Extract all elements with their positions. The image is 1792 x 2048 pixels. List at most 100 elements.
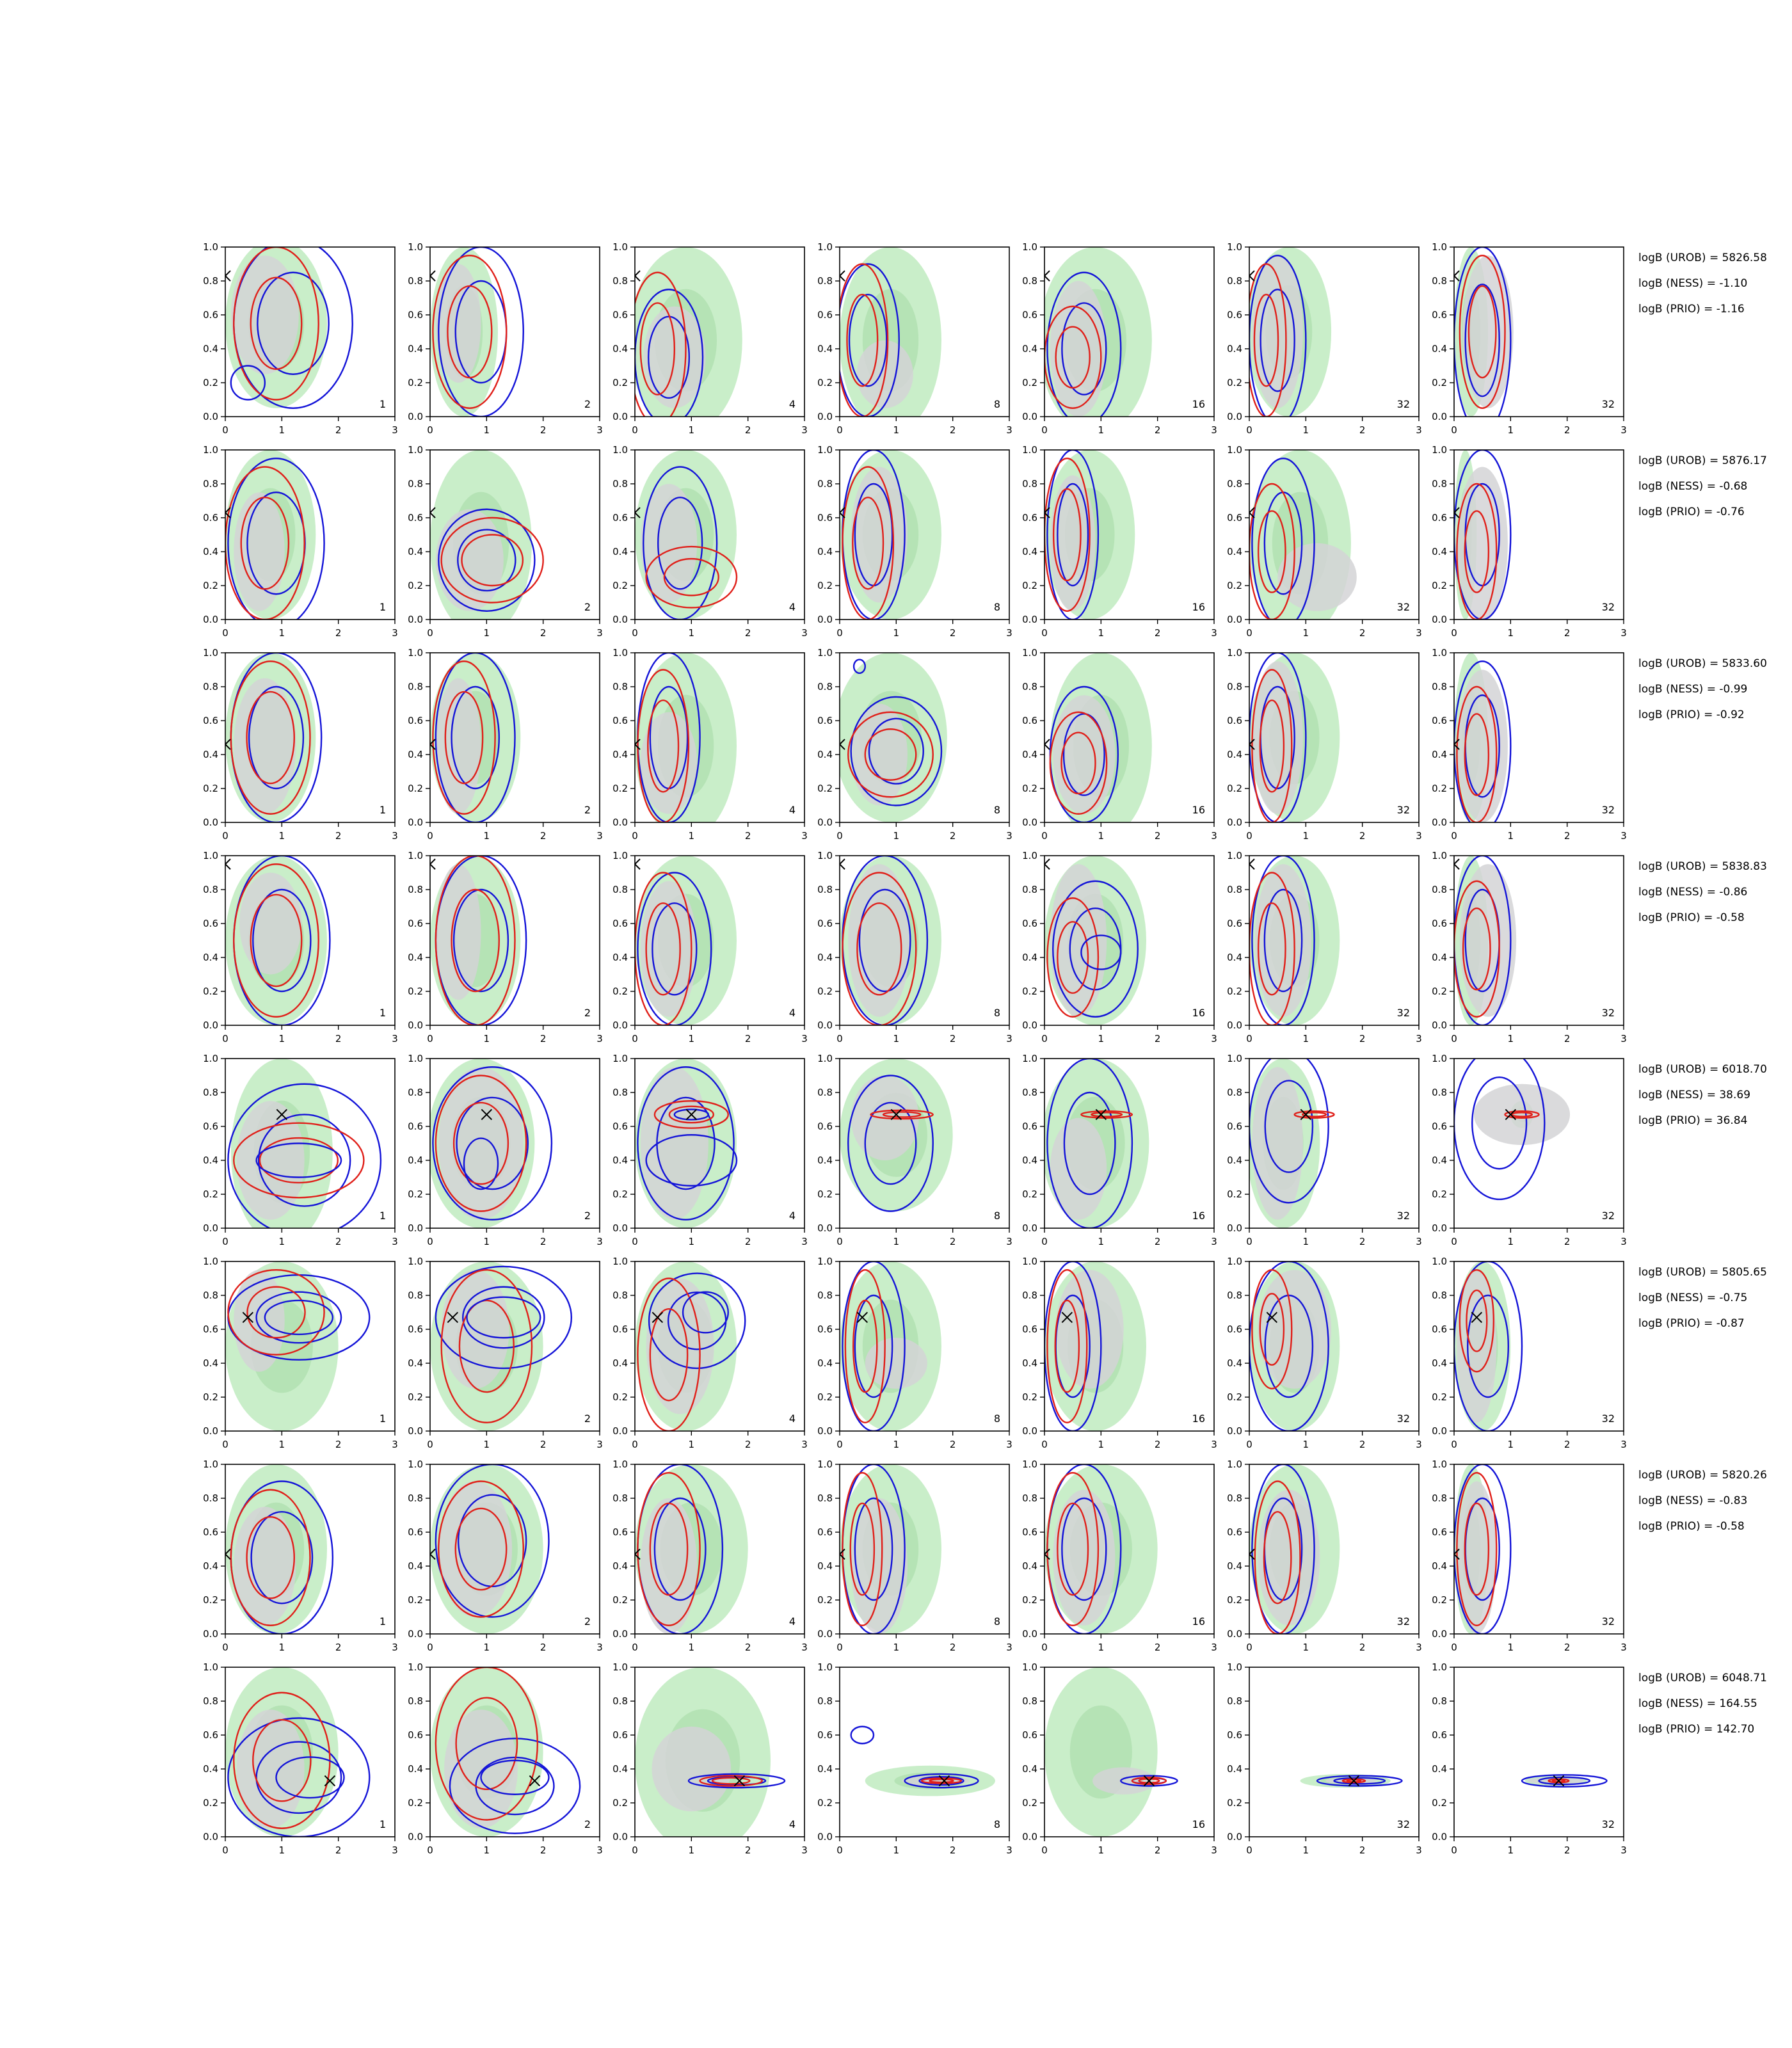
true-value-marker: [1471, 1311, 1483, 1324]
logb-stats: logB (UROB) = 5826.58 logB (NESS) = -1.10…: [1638, 252, 1767, 316]
axes-frame: [1249, 855, 1420, 1026]
red-contour-inner: [663, 557, 719, 596]
true-value-marker: [856, 1311, 868, 1324]
y-tick-label: 0.0: [817, 1831, 833, 1843]
y-tick-label: 0.4: [203, 1763, 218, 1775]
x-tick-label: 3: [1416, 1844, 1422, 1856]
contour-area: [635, 1059, 738, 1228]
x-tick-label: 2: [335, 1236, 342, 1247]
y-tick-label: 1.0: [1022, 1459, 1037, 1470]
x-tick-label: 2: [1155, 1439, 1161, 1450]
y-tick-label: 0.8: [203, 1695, 218, 1707]
subplot: 0 1 2 3 0.0 0.2 0.4 0.6 0.8 1.0 8: [817, 241, 1012, 436]
y-tick-label: 0.8: [1022, 478, 1037, 490]
red-contour-outer: [1254, 1480, 1301, 1634]
y-tick-label: 0.6: [817, 715, 833, 726]
y-tick-label: 0.8: [1227, 1087, 1242, 1098]
true-value-marker: [529, 1775, 541, 1787]
y-tick-label: 0.4: [1022, 546, 1037, 557]
y-tick-label: 0.8: [1227, 1290, 1242, 1301]
x-tick-label: 0: [1451, 1844, 1457, 1856]
true-value-marker: [225, 858, 231, 870]
axes-frame: [1044, 1058, 1215, 1229]
y-tick-label: 0.0: [817, 614, 833, 625]
panel-row: 0 1 2 30.00.20.40.60.81.010 1 2 30.00.20.40.60…: [203, 850, 1767, 1044]
column-label: 8: [994, 1818, 1000, 1830]
y-tick-label: 0.4: [612, 749, 628, 760]
contour-area: [1044, 1261, 1146, 1431]
x-tick-label: 2: [1155, 1236, 1161, 1247]
grey-density-region: [444, 1709, 518, 1828]
x-tick-label: 0: [632, 1844, 638, 1856]
y-tick-label: 0.4: [408, 343, 423, 355]
x-tick-label: 2: [745, 830, 751, 842]
x-tick-label: 3: [1416, 424, 1422, 436]
x-tick-label: 0: [1041, 424, 1048, 436]
red-contour-inner: [1464, 713, 1490, 796]
x-tick-label: 1: [1303, 830, 1309, 842]
true-value-marker: [840, 739, 845, 750]
x-tick-label: 2: [950, 627, 956, 639]
y-tick-label: 0.2: [817, 1594, 833, 1606]
x-tick-label: 2: [1564, 1439, 1571, 1450]
logb-stat-line: logB (NESS) = 38.69: [1638, 1089, 1750, 1101]
y-tick-label: 1.0: [1432, 647, 1447, 659]
subplot: 0 1 2 3 0.0 0.2 0.4 0.6 0.8 1.0 32: [1432, 241, 1627, 436]
x-tick-label: 0: [1246, 1844, 1252, 1856]
blue-contour-outer: [1052, 880, 1139, 1018]
subplot: 0 1 2 3 0.0 0.2 0.4 0.6 0.8 1.0 32: [1227, 241, 1422, 436]
contour-area: [430, 856, 527, 1025]
x-tick-label: 1: [893, 1439, 900, 1450]
x-tick-label: 2: [1155, 627, 1161, 639]
y-tick-label: 0.6: [1432, 715, 1447, 726]
red-contour-inner: [1054, 1299, 1080, 1393]
x-tick-label: 0: [1451, 627, 1457, 639]
red-contour-outer: [432, 660, 496, 815]
grey-density-region: [1092, 1767, 1155, 1795]
axes-frame: [429, 1058, 600, 1229]
true-value-marker: [938, 1775, 950, 1787]
x-tick-label: 1: [689, 627, 695, 639]
contour-area: [840, 653, 947, 822]
red-contour-outer: [645, 545, 738, 609]
blue-contour-outer: [687, 1773, 786, 1789]
red-contour-outer: [1046, 897, 1100, 1018]
logb-stat-line: logB (UROB) = 6018.70: [1638, 1063, 1767, 1076]
y-tick-label: 0.6: [203, 1324, 218, 1335]
subplot: 0 1 2 3 0.0 0.2 0.4 0.6 0.8 1.0 8: [817, 444, 1012, 639]
column-label: 1: [380, 1210, 386, 1222]
y-tick-label: 0.4: [203, 546, 218, 557]
y-tick-label: 0.2: [408, 986, 423, 997]
subplot: 0 1 2 3 0.0 0.2 0.4 0.6 0.8 1.0 8: [817, 647, 1012, 842]
x-tick-label: 1: [893, 1236, 900, 1247]
red-contour-outer: [653, 1100, 729, 1129]
y-tick-label: 0.2: [408, 580, 423, 591]
column-label: 16: [1192, 601, 1205, 613]
y-tick-label: 0.2: [1432, 1594, 1447, 1606]
logb-stat-line: logB (PRIO) = -0.58: [1638, 911, 1745, 924]
y-tick-label: 0.0: [203, 1628, 218, 1640]
x-tick-label: 2: [1564, 1236, 1571, 1247]
blue-contour-outer: [1521, 1774, 1608, 1788]
blue-contour-inner: [864, 1101, 917, 1185]
y-tick-label: 1.0: [1022, 241, 1037, 253]
y-tick-label: 0.2: [817, 986, 833, 997]
logb-stat-line: logB (NESS) = -0.75: [1638, 1292, 1747, 1304]
column-label: 4: [789, 1412, 796, 1425]
true-value-marker: [447, 1311, 459, 1324]
y-tick-label: 0.2: [1227, 1797, 1242, 1809]
y-tick-label: 0.4: [612, 1763, 628, 1775]
true-value-marker: [635, 739, 641, 750]
subplot: 0 1 2 3 0.0 0.2 0.4 0.6 0.8 1.0 32: [1432, 1661, 1627, 1856]
x-tick-label: 1: [279, 424, 285, 436]
grey-density-region: [435, 864, 481, 1000]
x-tick-label: 2: [745, 627, 751, 639]
axes-frame: [634, 1058, 805, 1229]
y-tick-label: 0.8: [1227, 884, 1242, 895]
logb-stat-line: logB (UROB) = 5838.83: [1638, 860, 1767, 873]
x-tick-label: 1: [689, 1033, 695, 1044]
column-label: 32: [1602, 804, 1615, 816]
red-contour-inner: [1060, 732, 1096, 795]
y-tick-label: 1.0: [1022, 1661, 1037, 1673]
x-tick-label: 0: [427, 424, 433, 436]
